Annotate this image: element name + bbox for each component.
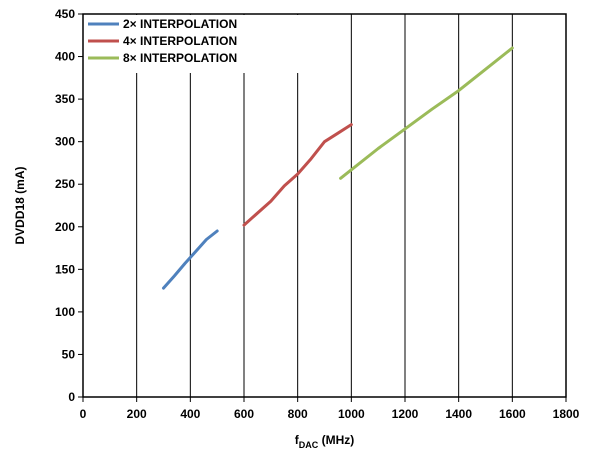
y-tick-label: 0 bbox=[68, 390, 75, 404]
legend: 2× INTERPOLATION 4× INTERPOLATION 8× INTER… bbox=[85, 15, 299, 73]
series-line bbox=[339, 46, 514, 180]
x-tick-label: 1800 bbox=[553, 407, 580, 421]
x-tick-label: 200 bbox=[127, 407, 147, 421]
x-axis-label: fDAC (MHz) bbox=[295, 433, 355, 450]
series-line bbox=[162, 229, 219, 290]
x-axis-label-main: f bbox=[295, 433, 300, 447]
legend-entry: 8× INTERPOLATION bbox=[123, 51, 237, 65]
y-tick-label: 400 bbox=[55, 50, 75, 64]
y-tick-label: 50 bbox=[62, 347, 76, 361]
x-axis-label-subscript: DAC bbox=[299, 440, 319, 450]
x-tick-label: 1600 bbox=[499, 407, 526, 421]
plot-area bbox=[82, 13, 567, 398]
y-axis-label: DVDD18 (mA) bbox=[13, 166, 27, 244]
x-tick-label: 800 bbox=[288, 407, 308, 421]
y-tick-label: 100 bbox=[55, 305, 75, 319]
grid bbox=[136, 14, 513, 397]
y-tick-label: 150 bbox=[55, 262, 75, 276]
x-axis-label-unit: (MHz) bbox=[318, 433, 354, 447]
series-layer bbox=[162, 46, 514, 290]
x-tick-label: 1400 bbox=[445, 407, 472, 421]
y-tick-label: 200 bbox=[55, 220, 75, 234]
x-axis-ticks: 0 200 400 600 800 1000 1200 1400 1600 1800 bbox=[80, 397, 580, 421]
x-tick-label: 1000 bbox=[338, 407, 365, 421]
y-tick-label: 350 bbox=[55, 92, 75, 106]
x-tick-label: 600 bbox=[234, 407, 254, 421]
series-line bbox=[242, 123, 353, 227]
legend-background bbox=[85, 15, 299, 73]
x-tick-label: 1200 bbox=[392, 407, 419, 421]
y-tick-label: 250 bbox=[55, 177, 75, 191]
x-tick-label: 0 bbox=[80, 407, 87, 421]
y-axis-ticks: 0 50 100 150 200 250 300 350 400 450 bbox=[55, 7, 83, 404]
legend-entry: 4× INTERPOLATION bbox=[123, 34, 237, 48]
y-tick-label: 450 bbox=[55, 7, 75, 21]
legend-entry: 2× INTERPOLATION bbox=[123, 17, 237, 31]
x-tick-label: 400 bbox=[180, 407, 200, 421]
y-tick-label: 300 bbox=[55, 135, 75, 149]
